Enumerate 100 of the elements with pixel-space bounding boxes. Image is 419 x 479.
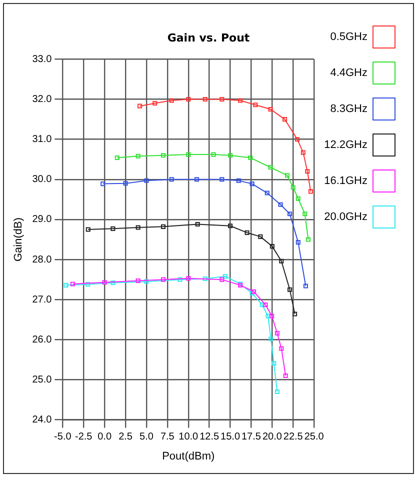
- y-tick-label: 26.0: [32, 334, 52, 346]
- point: [186, 97, 191, 102]
- point: [248, 155, 253, 160]
- point: [268, 107, 273, 112]
- point: [295, 137, 300, 142]
- point: [178, 277, 182, 282]
- x-tick-label: 10.0: [178, 432, 199, 443]
- point: [160, 224, 166, 229]
- point: [292, 312, 298, 316]
- legend-label: 12.2GHz: [324, 139, 368, 152]
- point: [70, 282, 75, 286]
- x-tick-label: 0.0: [98, 432, 112, 443]
- point: [253, 102, 258, 108]
- point: [260, 302, 264, 308]
- x-tick-label: -5.0: [54, 432, 72, 443]
- point: [244, 230, 250, 235]
- point: [136, 278, 140, 284]
- point: [288, 287, 292, 292]
- y-tick-label: 33.0: [32, 54, 52, 65]
- point: [272, 361, 276, 366]
- y-tick-label: 29.0: [32, 214, 52, 226]
- x-tick-label: 20.0: [262, 432, 282, 443]
- point: [264, 190, 270, 196]
- y-tick-label: 31.0: [32, 134, 52, 146]
- point: [136, 154, 140, 158]
- point: [136, 225, 140, 230]
- y-tick-label: 27.0: [32, 294, 52, 306]
- point: [236, 178, 241, 183]
- x-tick-label: 22.5: [283, 432, 304, 443]
- point: [279, 346, 284, 351]
- point: [86, 227, 90, 232]
- point: [186, 152, 191, 157]
- point: [268, 336, 274, 342]
- point: [238, 98, 243, 103]
- point: [302, 212, 308, 216]
- point: [268, 165, 273, 170]
- x-tick-label: 7.5: [160, 432, 175, 443]
- point: [270, 244, 274, 249]
- point: [144, 279, 149, 284]
- legend-label: 16.1GHz: [324, 175, 368, 188]
- point: [160, 277, 166, 282]
- x-axis-title: Pout(dBm): [162, 450, 215, 462]
- point: [263, 302, 268, 308]
- y-tick-label: 32.0: [32, 94, 52, 106]
- point: [266, 314, 270, 318]
- legend-label: 20.0GHz: [324, 211, 368, 224]
- point: [169, 98, 174, 103]
- point: [110, 226, 116, 231]
- point: [186, 276, 191, 281]
- point: [274, 389, 280, 394]
- point: [114, 155, 120, 160]
- point: [64, 282, 68, 288]
- y-tick-label: 28.0: [32, 254, 52, 266]
- point: [308, 189, 314, 194]
- point: [282, 117, 288, 122]
- point: [195, 222, 200, 227]
- x-tick-label: 12.5: [200, 432, 220, 443]
- point: [300, 150, 306, 155]
- point: [274, 330, 280, 336]
- point: [258, 234, 263, 239]
- point: [211, 152, 216, 157]
- y-axis-title: Gain(dB): [12, 217, 25, 262]
- point: [306, 237, 310, 242]
- x-tick-label: 5.0: [140, 432, 154, 443]
- x-tick-label: -2.5: [75, 432, 93, 443]
- point: [102, 280, 107, 285]
- point: [222, 274, 228, 279]
- point: [194, 177, 200, 182]
- point: [100, 182, 106, 186]
- point: [296, 196, 300, 201]
- point: [290, 185, 296, 190]
- chart-title: Gain vs. Pout: [167, 31, 250, 44]
- point: [285, 173, 290, 178]
- y-tick-label: 30.0: [32, 174, 52, 186]
- point: [202, 97, 208, 102]
- point: [228, 153, 233, 158]
- point: [202, 276, 208, 282]
- y-tick-label: 25.0: [32, 374, 52, 386]
- point: [160, 153, 166, 158]
- x-tick-label: 2.5: [118, 432, 133, 443]
- legend-label: 0.5GHz: [330, 31, 368, 44]
- point: [220, 177, 224, 182]
- y-tick-label: 24.0: [32, 414, 52, 426]
- x-tick-label: 15.0: [220, 432, 240, 443]
- point: [296, 240, 300, 245]
- point: [250, 182, 254, 186]
- point: [86, 282, 90, 287]
- point: [303, 284, 308, 288]
- point: [305, 169, 310, 174]
- point: [169, 177, 174, 182]
- point: [283, 373, 288, 378]
- point: [123, 181, 128, 186]
- point: [228, 224, 233, 228]
- point: [278, 202, 283, 207]
- point: [220, 277, 224, 282]
- point: [279, 258, 284, 264]
- x-tick-label: 25.0: [304, 432, 324, 443]
- legend-label: 8.3GHz: [330, 103, 368, 116]
- point: [288, 212, 292, 216]
- point: [152, 101, 158, 106]
